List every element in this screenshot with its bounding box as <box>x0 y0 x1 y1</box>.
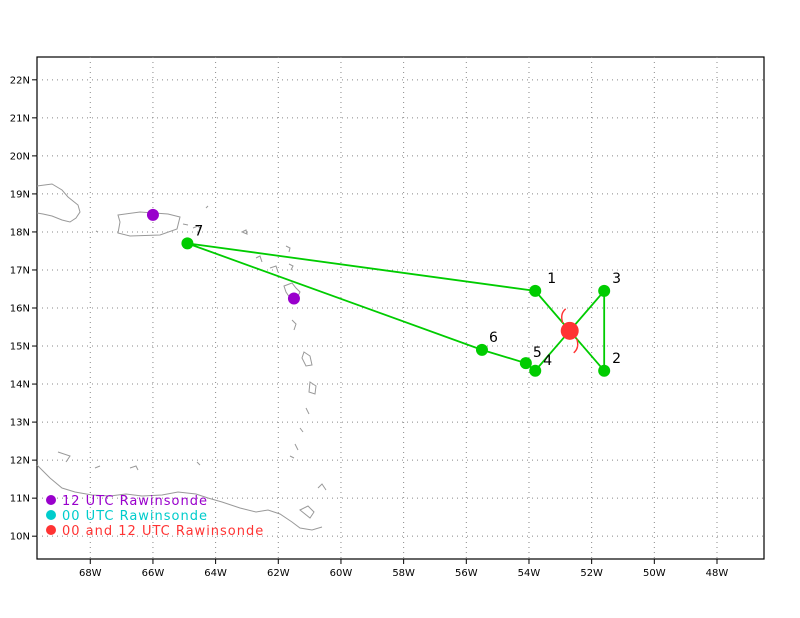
antigua-coast <box>288 263 294 271</box>
y-tick-label: 11N <box>10 494 30 505</box>
waypoint-marker <box>529 284 542 297</box>
waypoint-label: 6 <box>489 330 498 346</box>
map-frame <box>36 56 765 560</box>
coastlines <box>36 183 327 531</box>
legend-marker <box>46 525 56 535</box>
waypoint-marker <box>529 364 542 377</box>
grenada-coast-1 <box>294 443 299 451</box>
mona-coast <box>95 230 99 233</box>
flight-track-line <box>187 242 606 374</box>
waypoint-label: 3 <box>612 271 621 287</box>
hispaniola-coast <box>36 183 81 223</box>
y-tick-label: 10N <box>10 532 30 543</box>
x-tick-label: 62W <box>267 568 290 579</box>
grenadines-coast <box>299 427 304 433</box>
flight-track: 1 3 2 45 6 7 <box>181 223 621 377</box>
y-tick-label: 12N <box>10 456 30 467</box>
y-tick-label: 20N <box>10 151 30 162</box>
y-tick-label: 16N <box>10 304 30 315</box>
waypoint-marker <box>598 364 611 377</box>
waypoint-label: 7 <box>194 223 203 239</box>
x-tick-label: 58W <box>392 568 415 579</box>
vieques-coast <box>182 223 189 226</box>
dominica-coast <box>291 319 297 331</box>
waypoint-marker <box>181 237 194 250</box>
x-tick-label: 50W <box>643 568 666 579</box>
x-tick-label: 54W <box>518 568 541 579</box>
rawinsonde-12utc-marker <box>146 208 159 221</box>
grenada-coast-2 <box>289 455 295 459</box>
x-tick-label: 68W <box>79 568 102 579</box>
rawinsonde-stations <box>146 208 300 305</box>
y-tick-label: 14N <box>10 380 30 391</box>
x-tick-label: 60W <box>330 568 353 579</box>
y-tick-label: 21N <box>10 113 30 124</box>
anguilla-coast <box>240 229 248 235</box>
storm-center <box>560 308 579 354</box>
rawinsonde-12utc-marker <box>287 292 300 305</box>
virgin-islands-coast <box>192 225 202 230</box>
storm-center-marker <box>560 321 579 340</box>
waypoint-marker <box>598 284 611 297</box>
st-vincent-coast <box>305 407 310 415</box>
margarita-coast <box>196 461 201 466</box>
axis-ticks: 68W 66W 64W 62W 60W 58W 56W 54W 52W 50W 48W 22N 21N 2… <box>10 75 729 579</box>
waypoint-label: 2 <box>612 351 621 367</box>
waypoint-label: 1 <box>547 271 556 287</box>
waypoint-label: 4 <box>543 353 552 369</box>
grid-lines <box>37 57 764 559</box>
legend-label: 00 and 12 UTC Rawinsonde <box>62 524 264 539</box>
legend-label: 00 UTC Rawinsonde <box>62 509 208 524</box>
waypoint-marker <box>519 357 532 370</box>
y-tick-label: 13N <box>10 418 30 429</box>
legend-marker <box>46 510 56 520</box>
y-tick-label: 22N <box>10 75 30 86</box>
st-kitts-coast <box>269 265 279 273</box>
hurricane-symbol-arm <box>573 338 579 354</box>
hurricane-symbol-arm <box>561 308 567 324</box>
x-tick-label: 48W <box>706 568 729 579</box>
y-tick-label: 15N <box>10 342 30 353</box>
tobago-coast <box>317 483 327 491</box>
trinidad-coast <box>299 505 315 519</box>
y-tick-label: 18N <box>10 227 30 238</box>
curacao-coast <box>94 465 101 469</box>
waypoint-label: 5 <box>533 345 542 361</box>
bonaire-coast <box>129 465 139 471</box>
x-tick-label: 56W <box>455 568 478 579</box>
x-tick-label: 52W <box>580 568 603 579</box>
x-tick-label: 66W <box>142 568 165 579</box>
y-tick-label: 17N <box>10 265 30 276</box>
saba-coast <box>255 255 263 263</box>
waypoint-marker <box>475 343 488 356</box>
y-tick-label: 19N <box>10 189 30 200</box>
anegada-coast <box>205 205 209 209</box>
legend-label: 12 UTC Rawinsonde <box>62 494 208 509</box>
barbuda-coast <box>285 245 291 253</box>
martinique-coast <box>301 351 313 367</box>
st-lucia-coast <box>308 381 317 395</box>
aruba-coast <box>57 451 71 463</box>
venezuela-coast <box>36 464 323 531</box>
x-tick-label: 64W <box>204 568 227 579</box>
legend-marker <box>46 495 56 505</box>
